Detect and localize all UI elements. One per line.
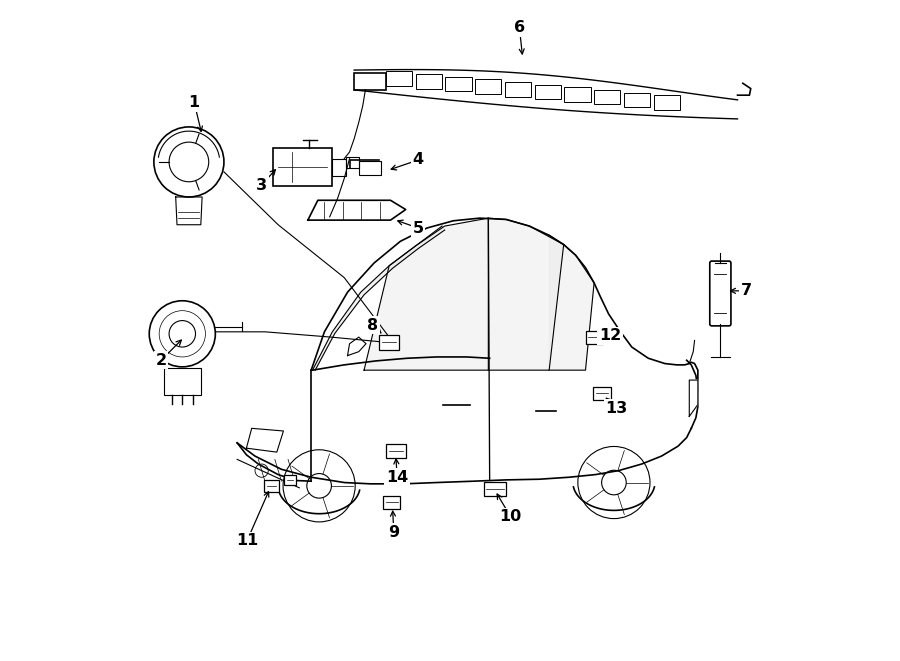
Text: 7: 7	[741, 284, 751, 298]
Polygon shape	[312, 226, 445, 370]
Text: 1: 1	[189, 95, 200, 110]
Text: 2: 2	[156, 353, 166, 368]
Text: 6: 6	[514, 20, 525, 35]
FancyBboxPatch shape	[383, 496, 400, 509]
Text: 13: 13	[606, 401, 627, 416]
FancyBboxPatch shape	[379, 335, 399, 350]
Text: 3: 3	[256, 178, 267, 192]
Polygon shape	[489, 218, 563, 370]
FancyBboxPatch shape	[483, 482, 506, 496]
FancyBboxPatch shape	[284, 475, 296, 485]
Text: 14: 14	[386, 470, 409, 485]
Polygon shape	[347, 337, 366, 356]
Text: 4: 4	[413, 153, 424, 167]
FancyBboxPatch shape	[386, 444, 406, 458]
FancyBboxPatch shape	[593, 387, 610, 400]
Text: 5: 5	[413, 221, 424, 235]
Text: 11: 11	[236, 533, 258, 548]
Polygon shape	[247, 428, 284, 452]
Polygon shape	[549, 235, 594, 370]
Polygon shape	[689, 380, 698, 416]
Polygon shape	[364, 218, 489, 370]
FancyBboxPatch shape	[586, 330, 603, 344]
FancyBboxPatch shape	[265, 480, 279, 492]
Text: 9: 9	[388, 525, 400, 539]
Text: 12: 12	[598, 329, 621, 343]
Text: 10: 10	[500, 510, 522, 524]
Text: 8: 8	[367, 318, 378, 332]
